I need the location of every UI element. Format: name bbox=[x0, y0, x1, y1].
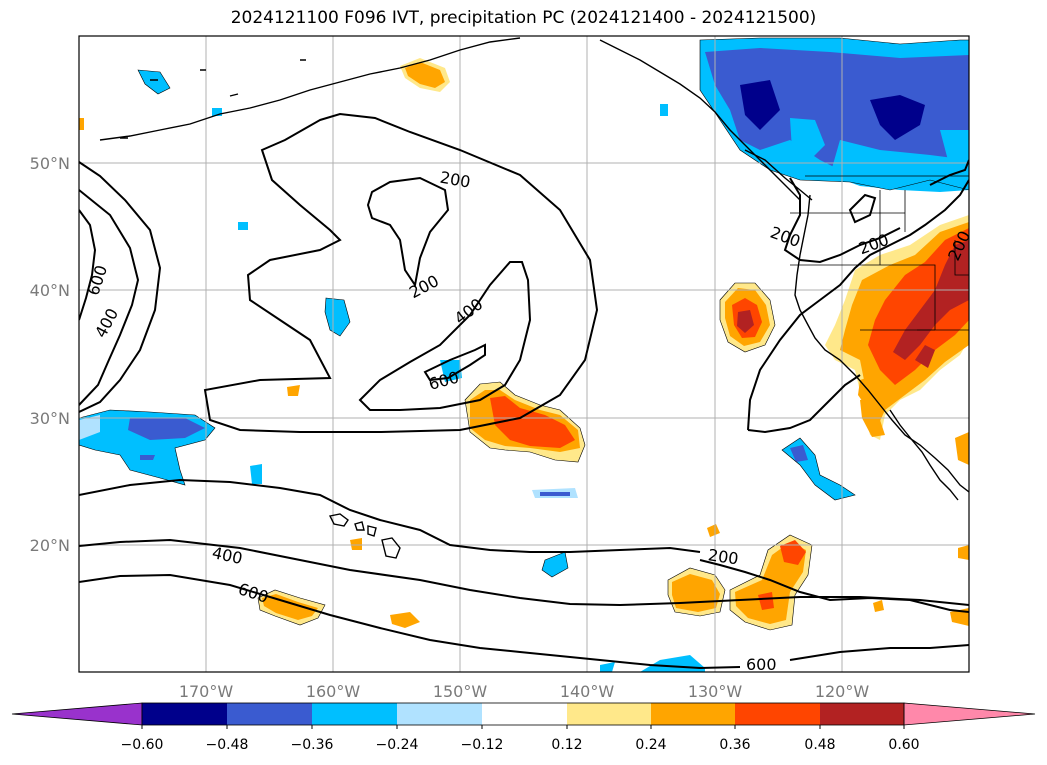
ivt-contour-200-inner bbox=[366, 176, 450, 288]
colorbar-tick: −0.48 bbox=[206, 737, 249, 753]
lon-label: 150°W bbox=[433, 682, 488, 701]
colorbar-tick: 0.60 bbox=[888, 737, 919, 753]
colorbar-segment bbox=[397, 703, 482, 725]
ivt-contour-600-south bbox=[79, 573, 741, 670]
ivt-contour-400 bbox=[358, 261, 532, 411]
colorbar: −0.60 −0.48 −0.36 −0.24 −0.12 0.12 0.24 … bbox=[11, 702, 1036, 753]
precip-fill-positive bbox=[79, 58, 969, 630]
lon-label: 140°W bbox=[560, 682, 615, 701]
lat-label: 30°N bbox=[30, 409, 70, 428]
longitude-labels: 170°W 160°W 150°W 140°W 130°W 120°W bbox=[179, 682, 870, 701]
precip-outlines bbox=[79, 37, 969, 631]
lon-label: 130°W bbox=[688, 682, 743, 701]
latitude-labels: 50°N 40°N 30°N 20°N bbox=[30, 154, 70, 555]
map-frame bbox=[78, 35, 970, 673]
colorbar-segment bbox=[227, 703, 312, 725]
colorbar-segment bbox=[142, 703, 227, 725]
figure-title: 2024121100 F096 IVT, precipitation PC (2… bbox=[230, 8, 817, 28]
colorbar-tick: −0.60 bbox=[121, 737, 164, 753]
ivt-contour-200-outer bbox=[203, 112, 599, 433]
colorbar-tick: 0.36 bbox=[719, 737, 750, 753]
ivt-contour-400-west-2 bbox=[79, 189, 140, 406]
colorbar-tick: 0.12 bbox=[551, 737, 582, 753]
colorbar-tick: 0.48 bbox=[804, 737, 835, 753]
contour-label: 600 bbox=[746, 655, 777, 674]
colorbar-tick: −0.36 bbox=[291, 737, 334, 753]
ivt-contour-600-small bbox=[423, 343, 486, 382]
coastlines bbox=[99, 37, 969, 559]
lon-label: 160°W bbox=[306, 682, 361, 701]
ivt-contour-400-west bbox=[79, 161, 162, 413]
precip-fill-negative bbox=[79, 38, 969, 672]
lat-label: 20°N bbox=[30, 536, 70, 555]
colorbar-segment bbox=[735, 703, 820, 725]
ivt-contour-200-east bbox=[747, 179, 969, 431]
colorbar-segment bbox=[312, 703, 397, 725]
contour-label: 200 bbox=[707, 545, 740, 568]
colorbar-extend-high bbox=[903, 702, 1036, 726]
colorbar-segment bbox=[651, 703, 735, 725]
colorbar-tick: 0.24 bbox=[635, 737, 666, 753]
ivt-contour-600-west bbox=[79, 209, 97, 321]
map-content: 200 200 400 600 600 400 200 200 200 400 … bbox=[79, 36, 969, 674]
colorbar-segment bbox=[820, 703, 904, 725]
lon-label: 120°W bbox=[815, 682, 870, 701]
lat-label: 50°N bbox=[30, 154, 70, 173]
colorbar-segment bbox=[482, 703, 567, 725]
colorbar-tick: −0.24 bbox=[376, 737, 419, 753]
colorbar-extend-low bbox=[11, 702, 143, 726]
colorbar-tick: −0.12 bbox=[461, 737, 504, 753]
borders bbox=[790, 175, 969, 331]
lon-label: 170°W bbox=[179, 682, 234, 701]
lat-label: 40°N bbox=[30, 281, 70, 300]
colorbar-segment bbox=[567, 703, 651, 725]
ivt-contours bbox=[79, 112, 969, 670]
gridlines bbox=[79, 36, 969, 672]
